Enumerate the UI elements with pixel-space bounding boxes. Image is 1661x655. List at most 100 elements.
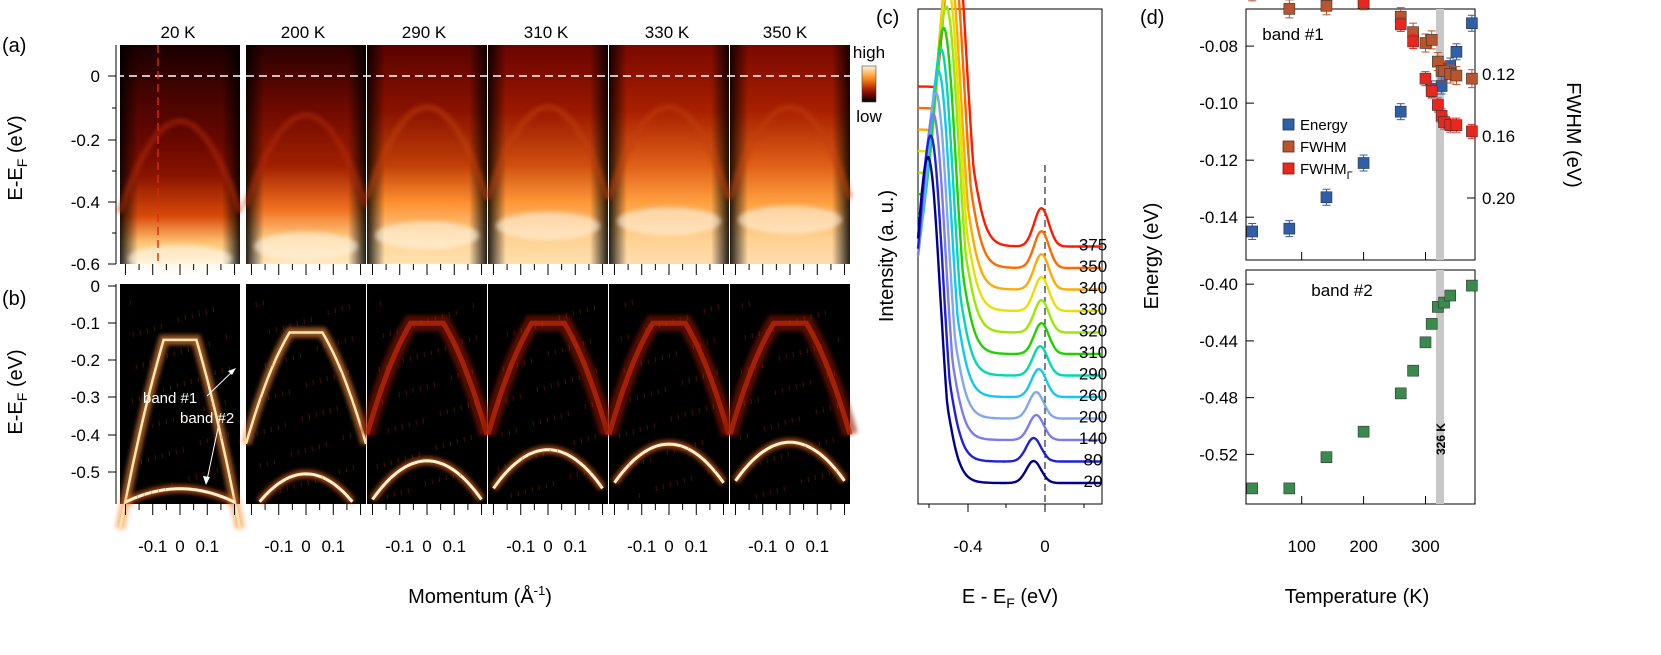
noise: [275, 326, 277, 333]
noise: [274, 392, 276, 399]
edc-label-140: 140: [1079, 429, 1107, 448]
noise: [404, 455, 406, 462]
energy-point: [1466, 17, 1478, 30]
panel-a-heatmaps: [116, 45, 853, 273]
noise: [497, 465, 499, 472]
noise: [568, 344, 570, 351]
colorbar: high low: [853, 43, 885, 126]
map-a-band2-330K: [617, 207, 721, 236]
noise: [587, 435, 589, 442]
noise: [561, 346, 563, 353]
edc-label-330: 330: [1079, 300, 1107, 319]
noise: [431, 478, 433, 485]
noise: [571, 376, 573, 383]
noise: [472, 302, 474, 309]
noise: [506, 331, 508, 338]
noise: [740, 368, 742, 375]
band2-point: [1246, 482, 1258, 495]
noise: [198, 310, 200, 317]
noise: [707, 468, 709, 475]
noise: [206, 437, 208, 444]
noise: [401, 423, 403, 430]
noise: [774, 389, 776, 396]
noise: [409, 355, 411, 362]
noise: [166, 352, 168, 359]
noise: [441, 313, 443, 320]
map-b-band2-20K: [124, 487, 236, 504]
noise: [149, 359, 151, 366]
noise: [688, 377, 690, 384]
noise: [282, 324, 284, 331]
map-a-band2-290K: [375, 221, 479, 250]
noise: [390, 459, 392, 466]
noise: [800, 478, 802, 485]
panel-a-ylabel: E-EF (eV): [5, 115, 30, 200]
noise: [379, 300, 381, 307]
noise: [297, 449, 299, 456]
noise: [345, 466, 347, 473]
map-b-band1-350K: [727, 320, 853, 436]
noise: [333, 373, 335, 380]
noise: [342, 434, 344, 441]
noise: [527, 325, 529, 332]
noise: [266, 460, 268, 467]
noise: [467, 402, 469, 409]
noise: [815, 408, 817, 415]
noise: [213, 435, 215, 442]
noise: [546, 416, 548, 423]
noise: [713, 337, 715, 344]
noise: [461, 338, 463, 345]
noise: [554, 348, 556, 355]
noise: [463, 436, 465, 443]
noise: [171, 482, 173, 489]
noise: [307, 479, 309, 486]
noise: [825, 438, 827, 445]
band2-point: [1394, 387, 1407, 400]
noise: [623, 367, 625, 374]
noise: [677, 413, 679, 420]
edc-label-290: 290: [1079, 365, 1107, 384]
band2-point: [1444, 289, 1457, 302]
noise: [649, 456, 651, 463]
edc-curve-80: [916, 134, 1102, 463]
noise: [334, 307, 336, 314]
noise: [131, 397, 133, 404]
noise: [772, 326, 774, 333]
noise: [433, 381, 435, 388]
noise: [762, 491, 764, 498]
noise: [741, 302, 743, 309]
edc-label-375: 375: [1079, 236, 1107, 255]
noise: [582, 340, 584, 347]
noise: [505, 397, 507, 404]
noise: [471, 368, 473, 375]
noise: [799, 349, 801, 356]
noise: [795, 383, 797, 390]
fwhm-point: [1320, 0, 1333, 12]
noise: [552, 480, 554, 487]
noise: [595, 367, 597, 374]
noise: [519, 393, 521, 400]
noise: [814, 474, 816, 481]
noise: [508, 429, 510, 436]
noise: [625, 430, 627, 437]
xb-tick-label: -0.1: [264, 537, 293, 556]
noise: [650, 390, 652, 397]
noise: [327, 309, 329, 316]
momentum-xlabel: Momentum (Å-1): [408, 583, 552, 608]
edc-label-200: 200: [1079, 408, 1107, 427]
noise: [397, 457, 399, 464]
noise: [638, 492, 640, 499]
noise: [444, 345, 446, 352]
c-xtick-0: -0.4: [953, 537, 982, 556]
noise: [134, 429, 136, 436]
noise: [624, 301, 626, 308]
noise: [183, 380, 185, 387]
noise: [821, 472, 823, 479]
noise: [227, 431, 229, 438]
noise: [419, 385, 421, 392]
noise: [381, 398, 383, 405]
noise: [453, 406, 455, 413]
edc-curve-200: [916, 91, 1102, 420]
ya-tick-3: -0.6: [71, 255, 100, 274]
noise: [504, 463, 506, 470]
